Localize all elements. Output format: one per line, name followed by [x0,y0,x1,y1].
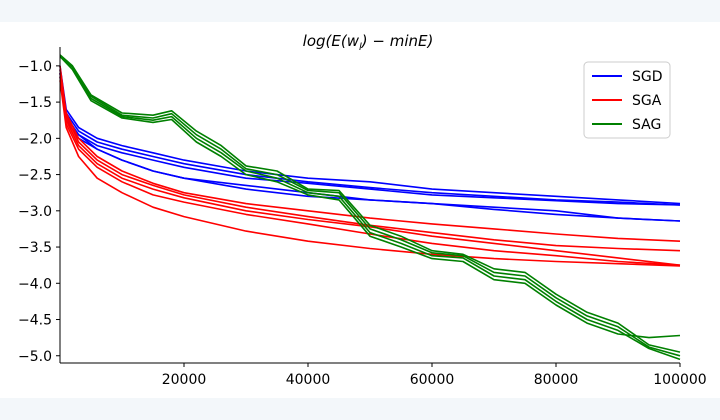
sag-series-line [59,54,681,357]
sga-series-line [59,72,681,266]
legend-label-sag: SAG [632,117,661,133]
sag-series-line [59,54,681,353]
sga-series-line [59,69,681,252]
y-tick-label: −3.0 [18,204,52,220]
sgd-series-line [59,76,681,222]
y-tick-label: −2.5 [18,168,52,184]
x-tick-label: 40000 [286,372,331,388]
legend-label-sga: SGA [632,93,662,109]
legend-label-sgd: SGD [632,69,663,85]
sgd-series-line [59,72,681,222]
chart-title: log(E(wl) − minE) [303,32,434,53]
y-tick-label: −3.5 [18,240,52,256]
sga-series-line [59,80,681,267]
y-tick-label: −1.0 [18,59,52,75]
y-tick-label: −2.0 [18,131,52,147]
y-tick-label: −4.0 [18,276,52,292]
y-tick-label: −4.5 [18,313,52,329]
x-tick-label: 20000 [162,372,207,388]
x-tick-label: 60000 [410,372,455,388]
sga-series-line [59,65,681,242]
legend-box [583,61,671,139]
sag-series-line [59,55,681,361]
sag-series-line [59,55,681,339]
y-tick-label: −5.0 [18,349,52,365]
sgd-series-line [59,72,681,206]
y-tick-label: −1.5 [18,95,52,111]
sga-series-line [59,76,681,266]
x-tick-label: 80000 [534,372,579,388]
x-tick-label: 100000 [653,372,706,388]
